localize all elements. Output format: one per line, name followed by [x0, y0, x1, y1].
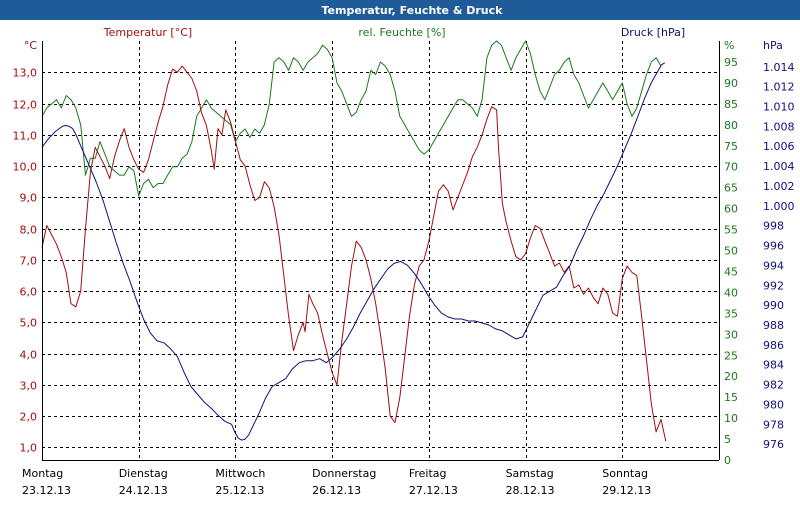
humidity-tick-label: 95: [724, 56, 738, 69]
temperature-tick-label: 5,0: [20, 317, 38, 330]
x-date-label: 24.12.13: [119, 484, 168, 497]
humidity-tick-label: 70: [724, 161, 738, 174]
temperature-tick-label: 8,0: [20, 224, 38, 237]
series-layer: [41, 40, 667, 442]
humidity-tick-label: 85: [724, 98, 738, 111]
humidity-tick-label: 60: [724, 203, 738, 216]
humidity-line: [41, 40, 662, 197]
x-day-label: Dienstag: [119, 467, 168, 480]
pressure-tick-label: 1.010: [763, 101, 795, 114]
pressure-axis-unit: hPa: [763, 39, 783, 52]
pressure-tick-label: 982: [763, 379, 784, 392]
pressure-line: [41, 62, 666, 441]
pressure-tick-label: 1.008: [763, 120, 795, 133]
x-day-label: Montag: [22, 467, 63, 480]
pressure-tick-label: 988: [763, 319, 784, 332]
title-bar: [0, 0, 800, 20]
humidity-tick-label: 35: [724, 307, 738, 320]
humidity-tick-label: 10: [724, 412, 738, 425]
humidity-tick-label: 25: [724, 349, 738, 362]
humidity-legend: rel. Feuchte [%]: [358, 26, 445, 39]
pressure-tick-label: 1.006: [763, 140, 795, 153]
x-date-label: 26.12.13: [312, 484, 361, 497]
humidity-tick-label: 65: [724, 182, 738, 195]
temperature-tick-label: 6,0: [20, 286, 38, 299]
tick-layer: 1,0 2,0 3,0 4,0 5,0 6,0 7,0 8,0 9,0 10,0 11,0 12,0 1…: [13, 56, 795, 497]
humidity-tick-label: 90: [724, 77, 738, 90]
x-date-label: 29.12.13: [602, 484, 651, 497]
pressure-tick-label: 1.012: [763, 81, 795, 94]
chart-title: Temperatur, Feuchte & Druck: [322, 4, 504, 17]
humidity-tick-label: 0: [724, 454, 731, 467]
temperature-tick-label: 1,0: [20, 442, 38, 455]
pressure-tick-label: 990: [763, 299, 784, 312]
humidity-tick-label: 15: [724, 391, 738, 404]
x-day-label: Freitag: [409, 467, 447, 480]
x-date-label: 23.12.13: [22, 484, 71, 497]
temperature-tick-label: 3,0: [20, 380, 38, 393]
x-date-label: 27.12.13: [409, 484, 458, 497]
humidity-axis-unit: %: [724, 39, 734, 52]
axis-layer: [42, 41, 720, 461]
temperature-tick-label: 13,0: [13, 67, 38, 80]
pressure-tick-label: 986: [763, 339, 784, 352]
temperature-line: [41, 65, 667, 442]
pressure-tick-label: 1.000: [763, 200, 795, 213]
pressure-tick-label: 992: [763, 279, 784, 292]
pressure-tick-label: 1.002: [763, 180, 795, 193]
pressure-tick-label: 984: [763, 359, 784, 372]
temperature-tick-label: 7,0: [20, 255, 38, 268]
temperature-tick-label: 9,0: [20, 192, 38, 205]
pressure-tick-label: 1.014: [763, 61, 795, 74]
humidity-tick-label: 80: [724, 119, 738, 132]
x-day-label: Mittwoch: [215, 467, 265, 480]
humidity-tick-label: 55: [724, 224, 738, 237]
pressure-tick-label: 976: [763, 438, 784, 451]
humidity-tick-label: 50: [724, 245, 738, 258]
pressure-tick-label: 980: [763, 398, 784, 411]
temperature-tick-label: 12,0: [13, 99, 38, 112]
pressure-tick-label: 1.004: [763, 160, 795, 173]
pressure-tick-label: 978: [763, 418, 784, 431]
temperature-tick-label: 4,0: [20, 349, 38, 362]
humidity-tick-label: 5: [724, 433, 731, 446]
temperature-tick-label: 2,0: [20, 411, 38, 424]
humidity-tick-label: 75: [724, 140, 738, 153]
temperature-tick-label: 10,0: [13, 161, 38, 174]
x-date-label: 28.12.13: [506, 484, 555, 497]
pressure-legend: Druck [hPa]: [621, 26, 685, 39]
x-day-label: Samstag: [506, 467, 554, 480]
x-day-label: Sonntag: [602, 467, 648, 480]
humidity-tick-label: 20: [724, 370, 738, 383]
pressure-tick-label: 994: [763, 259, 784, 272]
humidity-tick-label: 45: [724, 265, 738, 278]
x-day-label: Donnerstag: [312, 467, 376, 480]
humidity-tick-label: 40: [724, 286, 738, 299]
x-date-label: 25.12.13: [215, 484, 264, 497]
temperature-axis-unit: °C: [24, 39, 38, 52]
temperature-legend: Temperatur [°C]: [103, 26, 192, 39]
pressure-tick-label: 996: [763, 240, 784, 253]
humidity-tick-label: 30: [724, 328, 738, 341]
temperature-tick-label: 11,0: [13, 130, 38, 143]
pressure-tick-label: 998: [763, 220, 784, 233]
